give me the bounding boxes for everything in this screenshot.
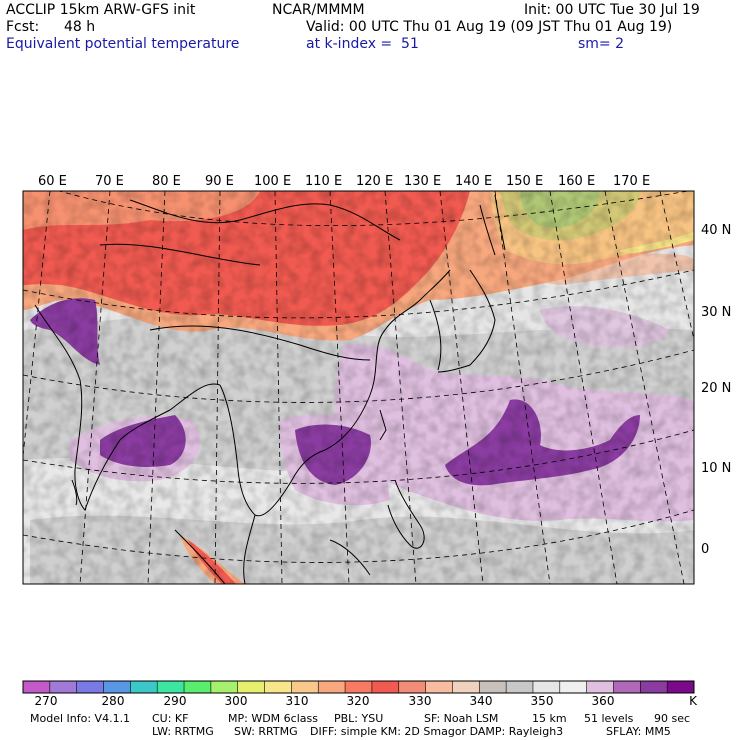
- colorbar-swatch: [479, 681, 507, 693]
- lon-label: 160 E: [558, 174, 595, 189]
- microphysics-scheme: MP: WDM 6class: [228, 712, 318, 725]
- colorbar-swatch: [452, 681, 480, 693]
- colorbar-tick-label: 280: [101, 694, 125, 708]
- colorbar-swatch: [613, 681, 641, 693]
- lon-label: 130 E: [404, 174, 441, 189]
- cumulus-scheme: CU: KF: [152, 712, 189, 725]
- field-texture: [23, 191, 694, 584]
- colorbar-tick-label: 330: [408, 694, 432, 708]
- lon-label: 100 E: [254, 174, 291, 189]
- model-version: Model Info: V4.1.1: [30, 712, 131, 725]
- smoothing-label: sm= 2: [578, 36, 625, 52]
- colorbar-swatch: [103, 681, 131, 693]
- colorbar-swatch: [23, 681, 51, 693]
- lon-label: 170 E: [613, 174, 650, 189]
- colorbar-swatch: [264, 681, 292, 693]
- lat-label: 30 N: [701, 305, 731, 320]
- forecast-hours: 48 h: [64, 19, 96, 35]
- map-frame: [22, 190, 695, 585]
- colorbar-swatch: [398, 681, 426, 693]
- lat-label: 0: [701, 542, 709, 557]
- colorbar-swatch: [371, 681, 400, 693]
- colorbar-swatch: [559, 681, 587, 693]
- shortwave-scheme: SW: RRTMG: [234, 725, 298, 738]
- colorbar-tick-label: 360: [591, 694, 615, 708]
- diffusion-damping: DIFF: simple KM: 2D Smagor DAMP: Rayleig…: [310, 725, 564, 738]
- lon-label: 70 E: [95, 174, 124, 189]
- lat-label: 10 N: [701, 461, 731, 476]
- map-field: [23, 191, 694, 584]
- lon-label: 120 E: [356, 174, 393, 189]
- colorbar-swatch: [237, 681, 265, 693]
- lon-label: 110 E: [305, 174, 342, 189]
- field-name: Equivalent potential temperature: [6, 36, 240, 52]
- lon-label: 60 E: [38, 174, 67, 189]
- time-step: 90 sec: [654, 712, 691, 725]
- colorbar-tick-label: 310: [285, 694, 309, 708]
- graticule: [23, 191, 694, 584]
- forecast-label: Fcst:: [6, 19, 40, 35]
- colorbar-swatch: [506, 681, 534, 693]
- model-title: ACCLIP 15km ARW-GFS init: [6, 2, 196, 18]
- lon-label: 150 E: [506, 174, 543, 189]
- lat-label: 40 N: [701, 223, 731, 238]
- colorbar-swatch: [157, 681, 185, 693]
- colorbar-swatch: [76, 681, 104, 693]
- colorbar-swatch: [184, 681, 212, 693]
- longwave-scheme: LW: RRTMG: [152, 725, 214, 738]
- lon-label: 90 E: [205, 174, 234, 189]
- org-label: NCAR/MMMM: [272, 2, 365, 18]
- longitude-labels: 60 E 70 E 80 E 90 E 100 E 110 E 120 E 13…: [38, 174, 650, 189]
- colorbar-tick-label: 350: [530, 694, 554, 708]
- colorbar-swatch: [318, 681, 346, 693]
- latitude-labels: 40 N 30 N 20 N 10 N 0: [701, 223, 731, 557]
- colorbar-swatch: [49, 681, 77, 693]
- vertical-levels: 51 levels: [584, 712, 634, 725]
- colorbar-unit: K: [689, 694, 697, 708]
- colorbar-swatch: [425, 681, 453, 693]
- colorbar-tick-label: 290: [163, 694, 187, 708]
- lon-label: 140 E: [455, 174, 492, 189]
- level-index: at k-index = 51: [306, 36, 419, 52]
- coastlines: [34, 194, 506, 584]
- surface-layer-scheme: SFLAY: MM5: [606, 725, 671, 738]
- colorbar: [22, 680, 695, 694]
- colorbar-swatch: [532, 681, 561, 693]
- lat-label: 20 N: [701, 381, 731, 396]
- colorbar-tick-label: 340: [469, 694, 493, 708]
- colorbar-swatch: [345, 681, 373, 693]
- surface-scheme: SF: Noah LSM: [424, 712, 499, 725]
- colorbar-swatch: [130, 681, 158, 693]
- colorbar-swatch: [640, 681, 668, 693]
- valid-time: Valid: 00 UTC Thu 01 Aug 19 (09 JST Thu …: [306, 19, 673, 35]
- colorbar-tick-label: 320: [346, 694, 370, 708]
- colorbar-swatch: [586, 681, 614, 693]
- colorbar-swatch: [667, 681, 695, 693]
- colorbar-tick-label: 270: [34, 694, 58, 708]
- lon-label: 80 E: [152, 174, 181, 189]
- grid-resolution: 15 km: [532, 712, 567, 725]
- colorbar-frame: [22, 680, 695, 694]
- colorbar-swatch: [210, 681, 239, 693]
- colorbar-swatch: [291, 681, 319, 693]
- init-time: Init: 00 UTC Tue 30 Jul 19: [524, 2, 700, 18]
- pbl-scheme: PBL: YSU: [334, 712, 384, 725]
- colorbar-tick-label: 300: [224, 694, 248, 708]
